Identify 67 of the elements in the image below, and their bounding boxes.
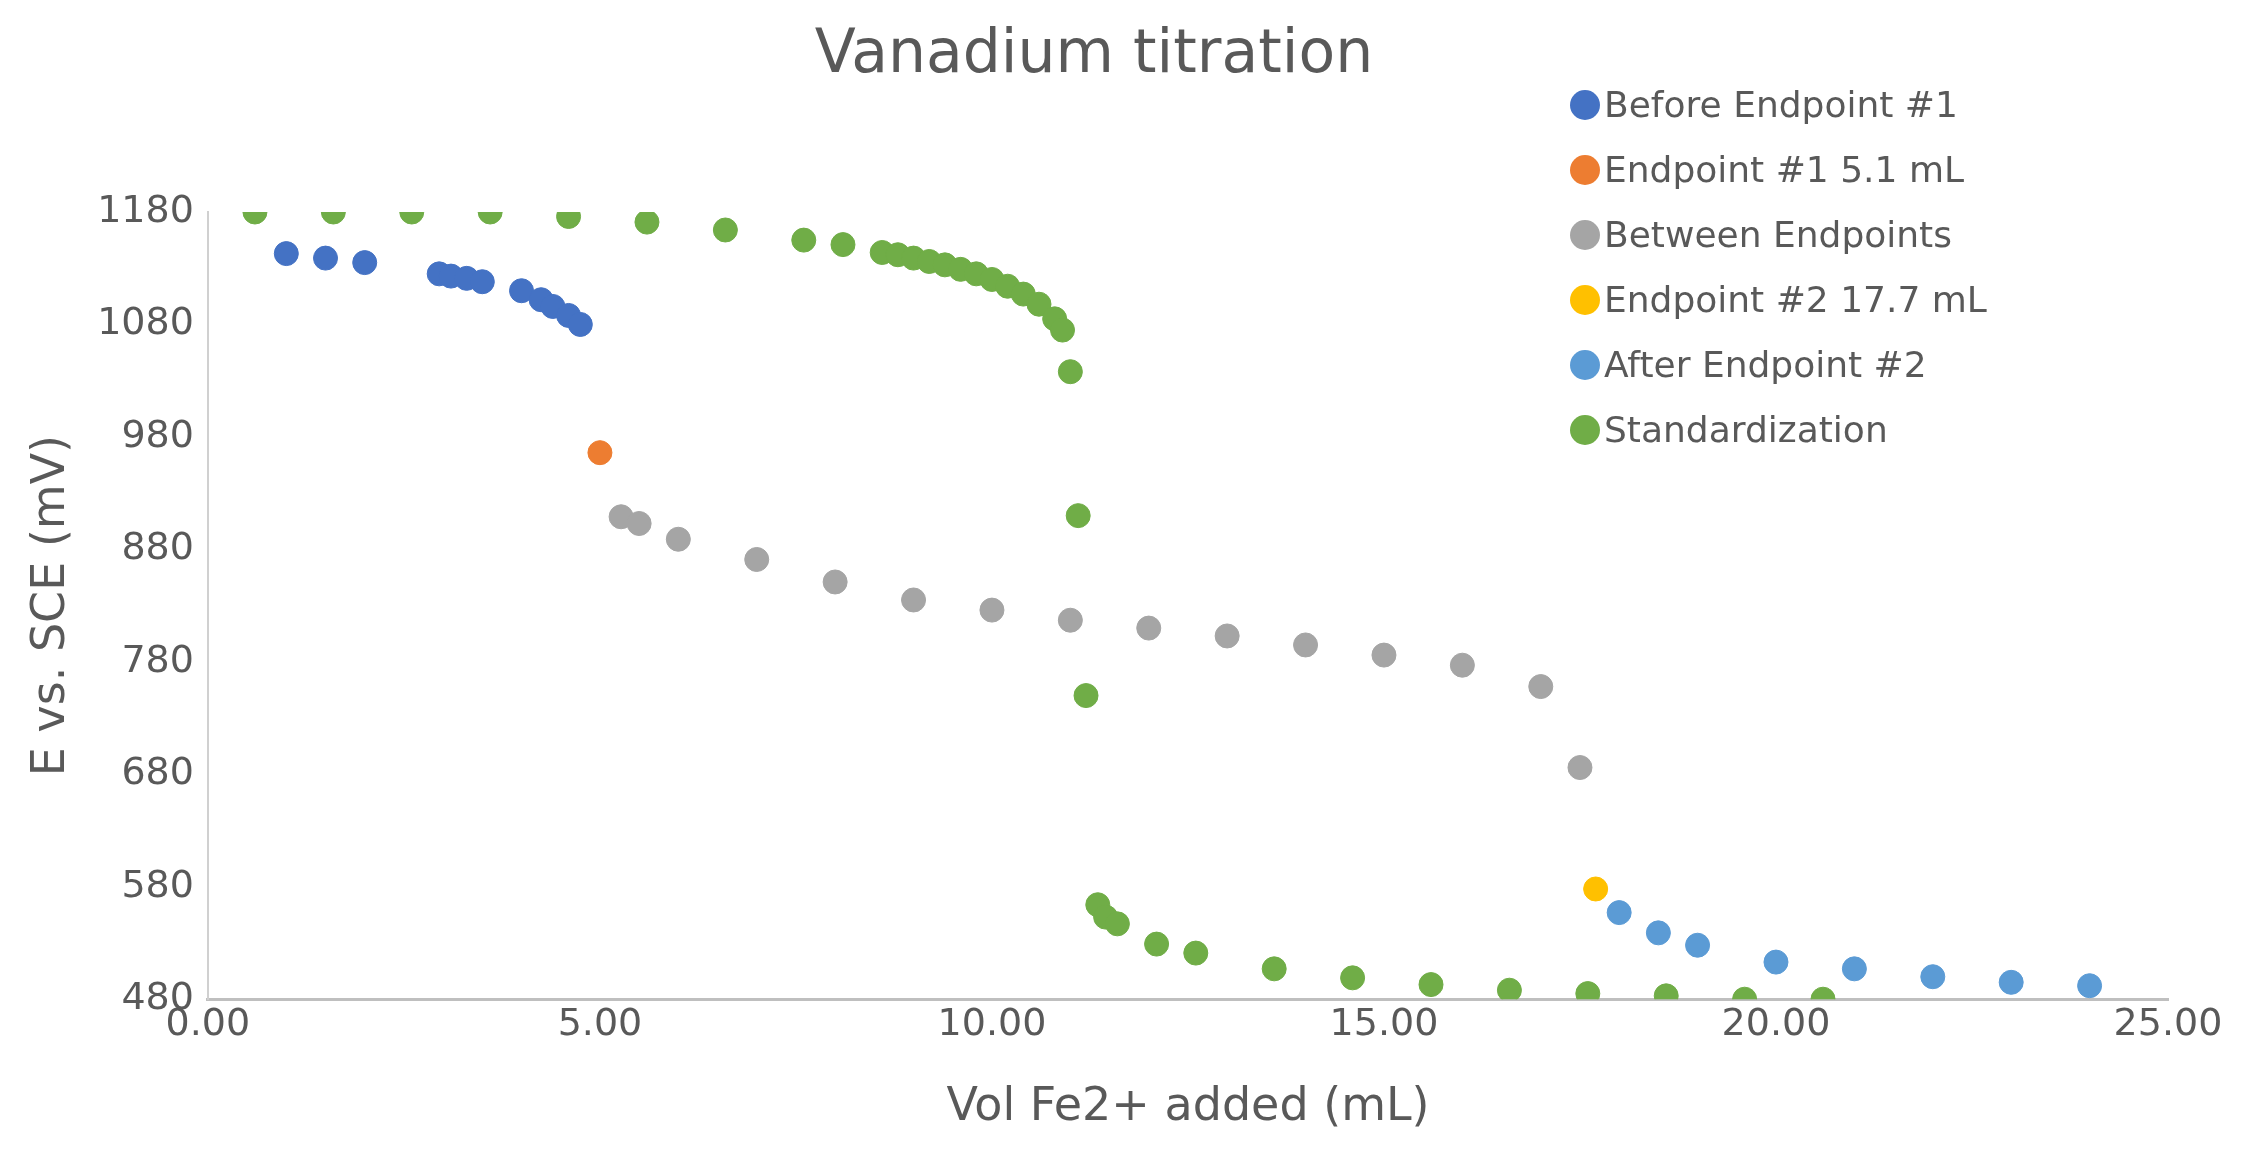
x-tick-label: 5.00 xyxy=(557,999,643,1044)
chart-title: Vanadium titration xyxy=(814,15,1374,86)
point xyxy=(1528,674,1554,700)
point xyxy=(901,587,927,613)
point xyxy=(1496,977,1522,1000)
point xyxy=(1371,642,1397,668)
legend-label: Endpoint #2 17.7 mL xyxy=(1604,279,1987,320)
point xyxy=(509,278,535,304)
point xyxy=(1606,900,1632,926)
point xyxy=(313,245,339,271)
point xyxy=(1418,972,1444,998)
point xyxy=(979,597,1005,623)
point xyxy=(626,511,652,537)
y-axis-title: E vs. SCE (mV) xyxy=(20,434,75,777)
point xyxy=(822,569,848,595)
point xyxy=(830,232,856,258)
point xyxy=(1841,956,1867,982)
point xyxy=(1261,956,1287,982)
point xyxy=(791,227,817,253)
point xyxy=(1293,632,1319,658)
point xyxy=(1183,940,1209,966)
point xyxy=(665,526,691,552)
legend-label: Standardization xyxy=(1604,409,1888,450)
point xyxy=(567,311,593,337)
point xyxy=(1998,969,2024,995)
point xyxy=(744,546,770,572)
y-tick-label: 980 xyxy=(121,411,194,456)
point xyxy=(352,250,378,276)
point xyxy=(1136,615,1162,641)
point xyxy=(2077,973,2103,999)
x-axis-title: Vol Fe2+ added (mL) xyxy=(946,1077,1430,1132)
point xyxy=(1073,683,1099,709)
point xyxy=(1104,911,1130,937)
point xyxy=(1583,876,1609,902)
legend-label: Between Endpoints xyxy=(1604,214,1952,255)
point xyxy=(1567,755,1593,781)
x-tick-label: 20.00 xyxy=(1721,999,1831,1044)
y-tick-label: 880 xyxy=(121,524,194,569)
y-tick-label: 1180 xyxy=(97,186,194,231)
point xyxy=(1144,931,1170,957)
point xyxy=(1057,359,1083,385)
point xyxy=(1920,964,1946,990)
point xyxy=(1026,291,1052,317)
point xyxy=(1685,932,1711,958)
x-tick-label: 25.00 xyxy=(2113,999,2223,1044)
y-tick-label: 780 xyxy=(121,636,194,681)
point xyxy=(1065,503,1091,529)
x-tick-label: 15.00 xyxy=(1329,999,1439,1044)
legend-label: After Endpoint #2 xyxy=(1604,344,1927,385)
point xyxy=(1763,949,1789,975)
point xyxy=(1340,965,1366,991)
point xyxy=(1645,920,1671,946)
x-tick-label: 10.00 xyxy=(937,999,1047,1044)
point xyxy=(273,241,299,267)
point xyxy=(1214,623,1240,649)
point xyxy=(1449,652,1475,678)
legend-label: Before Endpoint #1 xyxy=(1604,84,1958,125)
y-tick-label: 680 xyxy=(121,749,194,794)
point xyxy=(634,212,660,235)
point xyxy=(1057,607,1083,633)
point xyxy=(1050,317,1076,343)
legend-label: Endpoint #1 5.1 mL xyxy=(1604,149,1964,190)
point xyxy=(587,440,613,466)
point xyxy=(469,269,495,295)
y-tick-label: 580 xyxy=(121,861,194,906)
point xyxy=(712,217,738,243)
y-tick-label: 1080 xyxy=(97,299,194,344)
